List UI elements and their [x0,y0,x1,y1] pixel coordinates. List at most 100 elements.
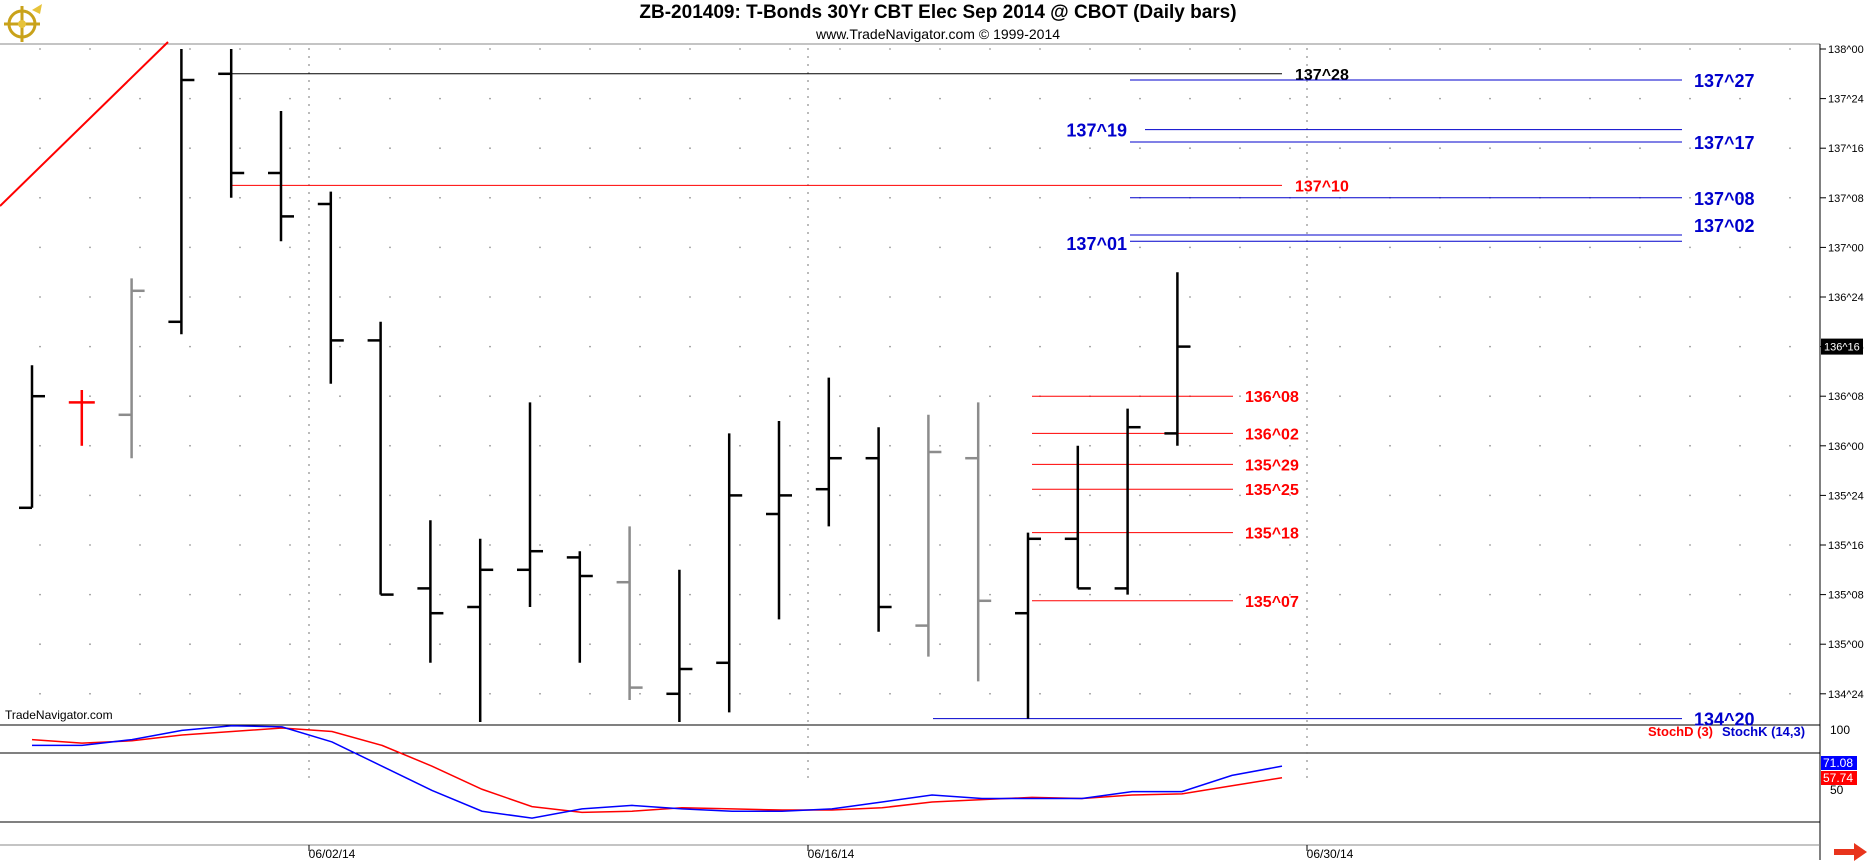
grid-dot [1789,444,1791,447]
grid-dot [739,395,741,398]
grid-dot [189,643,191,646]
grid-dot [1639,395,1641,398]
grid-dot [1389,48,1391,50]
grid-dot [1339,692,1341,695]
grid-dot [1689,444,1691,447]
grid-dot [689,593,691,596]
grid-dot [1539,97,1541,100]
grid-dot [39,345,41,348]
grid-dot [1189,692,1191,695]
grid-dot [789,593,791,596]
grid-dot [1189,97,1191,100]
grid-dot [739,48,741,50]
grid-dot [589,246,591,249]
level-label: 135^25 [1245,482,1299,499]
grid-dot [1689,395,1691,398]
grid-dot [1489,147,1491,150]
date-tick-label: 06/30/14 [1307,847,1354,861]
grid-dot [1639,246,1641,249]
grid-dot [1789,692,1791,695]
grid-dot [439,345,441,348]
grid-dot [1489,593,1491,596]
grid-dot [1089,544,1091,546]
stochd-value: 57.74 [1823,771,1853,785]
grid-dot [1389,643,1391,646]
grid-dot [689,196,691,199]
grid-dot [289,147,291,150]
grid-dot [89,593,91,596]
grid-dot [1389,593,1391,596]
grid-dot [1339,593,1341,596]
chart-background [0,44,1820,861]
grid-dot [939,246,941,249]
grid-dot [1589,544,1591,546]
grid-dot [739,544,741,546]
grid-dot [89,196,91,199]
grid-dot [139,395,141,398]
grid-dot [589,444,591,447]
grid-dot [539,643,541,646]
grid-dot [489,345,491,348]
grid-dot [1039,296,1041,298]
price-bars [19,49,1191,722]
grid-dot [539,345,541,348]
grid-dot [639,643,641,646]
grid-dot [539,147,541,150]
grid-dot [1689,692,1691,695]
grid-dot [339,345,341,348]
grid-dot [1789,593,1791,596]
grid-dot [1739,692,1741,695]
grid-dot [1239,395,1241,398]
grid-dot [889,196,891,199]
grid-dot [789,692,791,695]
grid-dot [339,246,341,249]
grid-dot [1339,544,1341,546]
grid-dot [1639,494,1641,497]
grid-dot [989,246,991,249]
grid-dot [689,296,691,298]
grid-dot [439,97,441,100]
grid-dot [39,593,41,596]
grid-dot [139,196,141,199]
grid-dot [139,544,141,546]
grid-dot [1639,444,1641,447]
grid-dot [1339,296,1341,298]
grid-dot [489,544,491,546]
grid-dot [1389,494,1391,497]
grid-dot [1589,494,1591,497]
grid-dot [689,345,691,348]
grid-dot [989,196,991,199]
grid-dot [539,246,541,249]
grid-dot [539,544,541,546]
grid-dot [1439,246,1441,249]
grid-dot [1689,97,1691,100]
grid-dot [839,444,841,447]
grid-dot [1789,643,1791,646]
grid-dot [189,692,191,695]
grid-dot [739,246,741,249]
grid-dot [39,97,41,100]
grid-dot [589,395,591,398]
grid-dot [189,444,191,447]
grid-dot [1089,692,1091,695]
grid-dot [789,544,791,546]
grid-dot [939,593,941,596]
grid-dot [439,147,441,150]
grid-dot [589,345,591,348]
scroll-right-arrow-icon[interactable] [1834,843,1868,861]
grid-dot [1189,147,1191,150]
grid-dot [889,544,891,546]
grid-dot [139,147,141,150]
indicator-axis-label: 100 [1830,723,1850,737]
level-label: 137^28 [1295,67,1349,84]
grid-dot [1789,246,1791,249]
grid-dot [489,296,491,298]
grid-dot [1139,444,1141,447]
grid-dot [89,97,91,100]
grid-dot [389,147,391,150]
grid-dot [1339,246,1341,249]
grid-dot [1189,444,1191,447]
grid-dot [1239,296,1241,298]
grid-dot [1089,444,1091,447]
grid-dot [839,246,841,249]
